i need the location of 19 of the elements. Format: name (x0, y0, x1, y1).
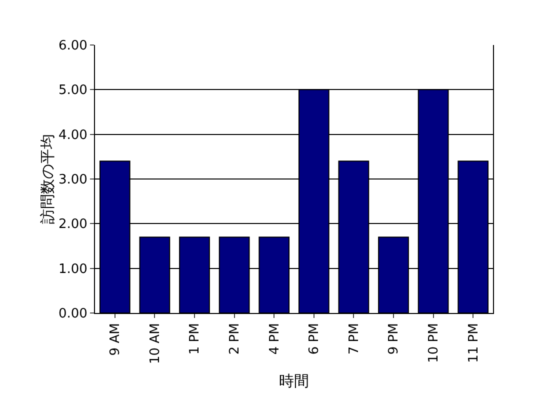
y-tick-label: 3.00 (58, 172, 88, 188)
y-axis-title: 訪問数の平均 (38, 134, 56, 224)
x-tick-label: 1 PM (188, 323, 203, 355)
x-tick-label: 9 AM (108, 323, 124, 356)
y-tick-label: 2.00 (58, 217, 88, 232)
x-tick-label: 4 PM (267, 323, 282, 355)
x-tick-label: 2 PM (228, 323, 243, 355)
y-tick-label: 6.00 (58, 38, 88, 54)
x-tick-label: 10 PM (426, 323, 442, 363)
x-tick-label: 11 PM (466, 323, 482, 363)
y-tick-label: 4.00 (58, 128, 88, 143)
x-tick-label: 9 PM (386, 323, 402, 355)
x-tick-label: 7 PM (346, 323, 362, 355)
x-axis-title: 時間 (279, 372, 309, 390)
y-tick-label: 0.00 (58, 306, 88, 322)
y-tick-label: 5.00 (58, 83, 88, 98)
x-tick-label: 10 AM (148, 323, 163, 364)
x-tick-label: 6 PM (307, 323, 322, 355)
y-tick-label: 1.00 (58, 262, 88, 277)
